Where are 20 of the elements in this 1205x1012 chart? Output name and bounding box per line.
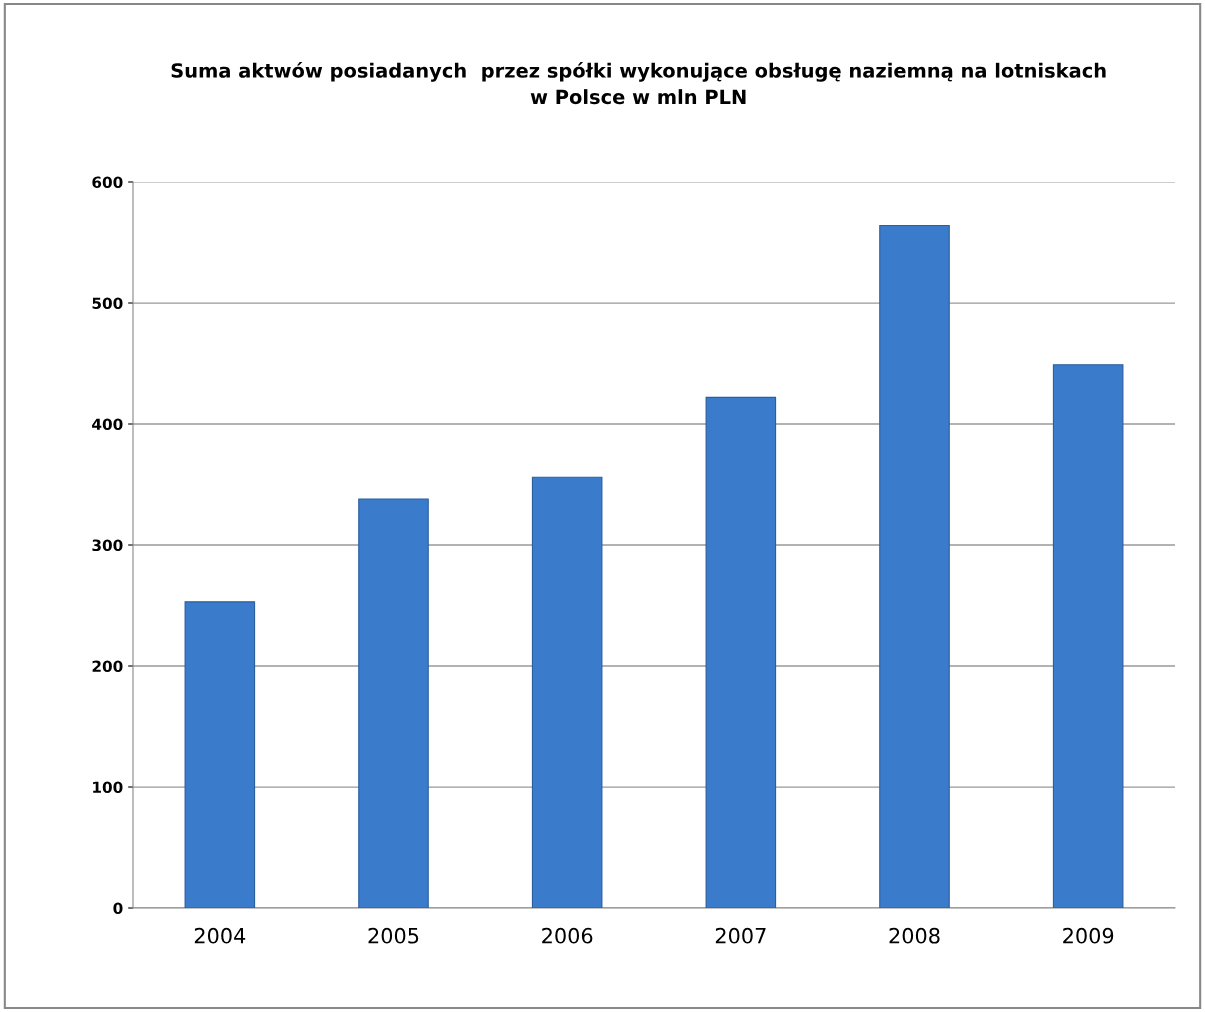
bar <box>184 601 256 908</box>
y-tick-label: 600 <box>92 176 123 189</box>
y-tick-label: 400 <box>92 418 123 431</box>
bar <box>879 225 950 908</box>
x-tick-label: 2006 <box>542 927 593 944</box>
bar <box>358 498 429 908</box>
y-tick-label: 200 <box>92 660 123 673</box>
bar <box>1052 364 1124 908</box>
y-tick-label: 500 <box>92 297 123 310</box>
bar <box>531 476 603 908</box>
x-tick-label: 2008 <box>889 927 940 944</box>
x-tick-label: 2004 <box>194 927 246 944</box>
x-tick-label: 2007 <box>715 927 766 944</box>
y-tick-label: 300 <box>92 539 123 552</box>
x-tick-label: 2005 <box>368 927 419 944</box>
bar <box>705 396 777 908</box>
chart-title: Suma aktwów posiadanych przez spółki wykonujące obsługę naziemną na lotniskach w Polsce w mln PLN <box>171 62 1106 105</box>
y-tick-label: 0 <box>113 902 123 915</box>
y-tick-label: 100 <box>93 781 123 794</box>
x-tick-label: 2009 <box>1063 927 1114 944</box>
